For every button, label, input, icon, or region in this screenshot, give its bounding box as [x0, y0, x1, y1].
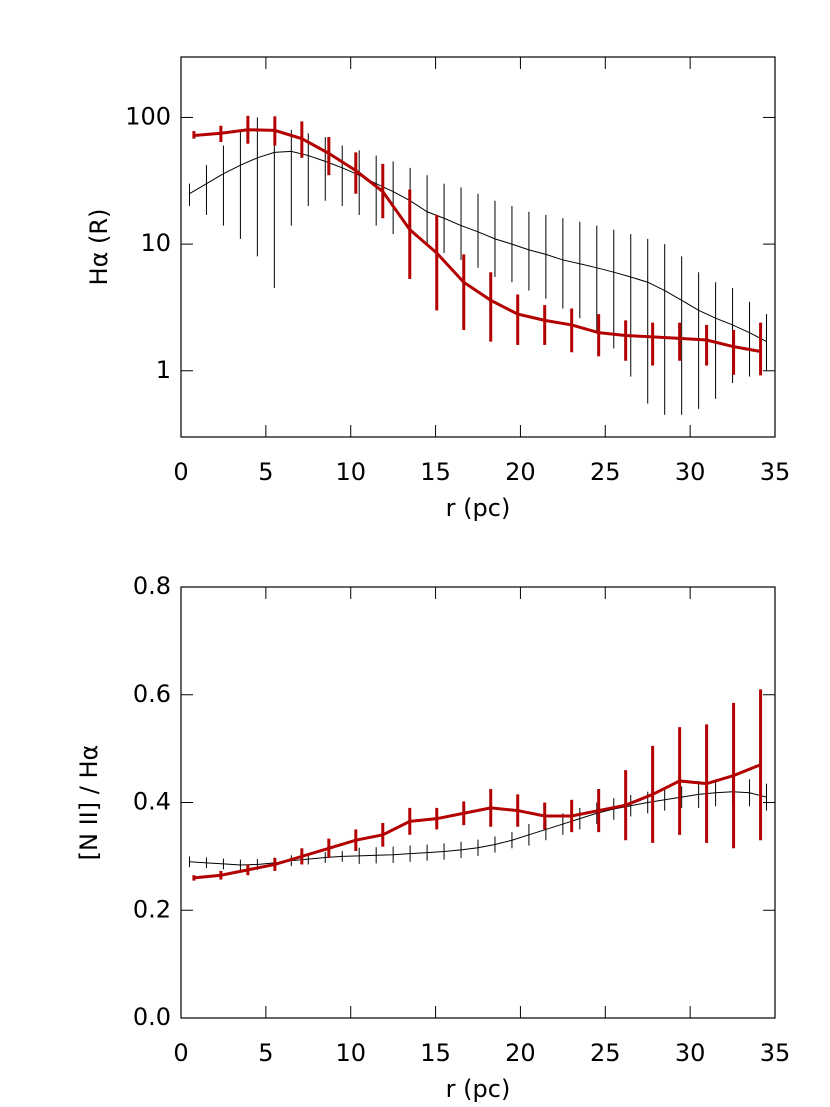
- y-axis-label: Hα (R): [85, 209, 113, 286]
- y-tick-label: 100: [125, 102, 171, 130]
- plot-frame: [180, 586, 776, 1019]
- x-tick-label: 35: [760, 1039, 791, 1067]
- y-tick-label: 0.6: [133, 680, 171, 708]
- x-axis-label: r (pc): [446, 494, 511, 522]
- data-line: [193, 128, 761, 353]
- x-tick-label: 5: [258, 458, 273, 486]
- x-tick-label: 10: [335, 1039, 366, 1067]
- y-tick-label: 1: [156, 356, 171, 384]
- x-tick-label: 30: [675, 458, 706, 486]
- x-tick-label: 20: [505, 1039, 536, 1067]
- y-tick-label: 0.8: [133, 572, 171, 600]
- x-tick-label: 25: [590, 458, 621, 486]
- data-line: [189, 150, 767, 343]
- x-tick-label: 0: [173, 1039, 188, 1067]
- plot-frame: [180, 56, 776, 438]
- y-axis-label: [N II] / Hα: [75, 745, 103, 861]
- x-axis-label: r (pc): [446, 1075, 511, 1103]
- y-tick-label: 0.2: [133, 895, 171, 923]
- x-tick-label: 35: [760, 458, 791, 486]
- data-line: [193, 763, 762, 880]
- x-tick-label: 5: [258, 1039, 273, 1067]
- x-tick-label: 15: [420, 1039, 451, 1067]
- x-tick-label: 30: [675, 1039, 706, 1067]
- y-tick-label: 0.0: [133, 1003, 171, 1031]
- x-tick-label: 15: [420, 458, 451, 486]
- x-tick-label: 10: [335, 458, 366, 486]
- x-tick-label: 25: [590, 1039, 621, 1067]
- y-tick-label: 10: [140, 229, 171, 257]
- x-tick-label: 0: [173, 458, 188, 486]
- y-tick-label: 0.4: [133, 788, 171, 816]
- x-tick-label: 20: [505, 458, 536, 486]
